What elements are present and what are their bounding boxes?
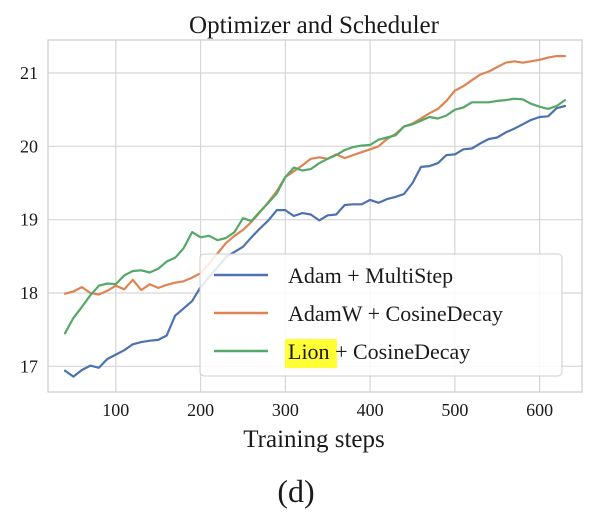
series-line-adam-multistep bbox=[63, 104, 567, 378]
x-tick-label-600: 600 bbox=[526, 400, 553, 420]
y-tick-label-20: 20 bbox=[20, 136, 38, 156]
x-axis-ticks: 100 200 300 400 500 600 bbox=[102, 400, 553, 420]
x-tick-label-200: 200 bbox=[187, 400, 214, 420]
y-tick-label-19: 19 bbox=[20, 210, 38, 230]
x-axis-label: Training steps bbox=[243, 426, 384, 453]
legend-entry-adam: Adam + MultiStep bbox=[288, 263, 453, 288]
x-tick-label-300: 300 bbox=[272, 400, 299, 420]
legend: Adam + MultiStep AdamW + CosineDecay Lio… bbox=[199, 253, 563, 377]
series-line-lion-cosinedecay bbox=[63, 97, 567, 335]
y-tick-label-21: 21 bbox=[20, 63, 38, 83]
y-axis-ticks: 17 18 19 20 21 bbox=[20, 63, 38, 376]
series-line-adamw-cosinedecay bbox=[63, 54, 567, 296]
chart-title: Optimizer and Scheduler bbox=[189, 12, 440, 39]
legend-entry-lion: Lion + CosineDecay bbox=[288, 339, 470, 364]
grid bbox=[48, 40, 582, 392]
lion-highlight bbox=[285, 339, 337, 368]
legend-entry-lion-highlighted: Lion bbox=[288, 339, 330, 364]
y-tick-label-17: 17 bbox=[20, 356, 38, 376]
x-tick-label-400: 400 bbox=[357, 400, 384, 420]
legend-entry-lion-rest: + CosineDecay bbox=[330, 339, 471, 364]
plot-frame bbox=[47, 39, 583, 393]
series-layer bbox=[63, 54, 567, 378]
x-tick-label-100: 100 bbox=[102, 400, 129, 420]
figure-caption: (d) bbox=[277, 473, 314, 509]
x-tick-label-500: 500 bbox=[441, 400, 468, 420]
y-tick-label-18: 18 bbox=[20, 283, 38, 303]
legend-entry-adamw: AdamW + CosineDecay bbox=[288, 301, 503, 326]
